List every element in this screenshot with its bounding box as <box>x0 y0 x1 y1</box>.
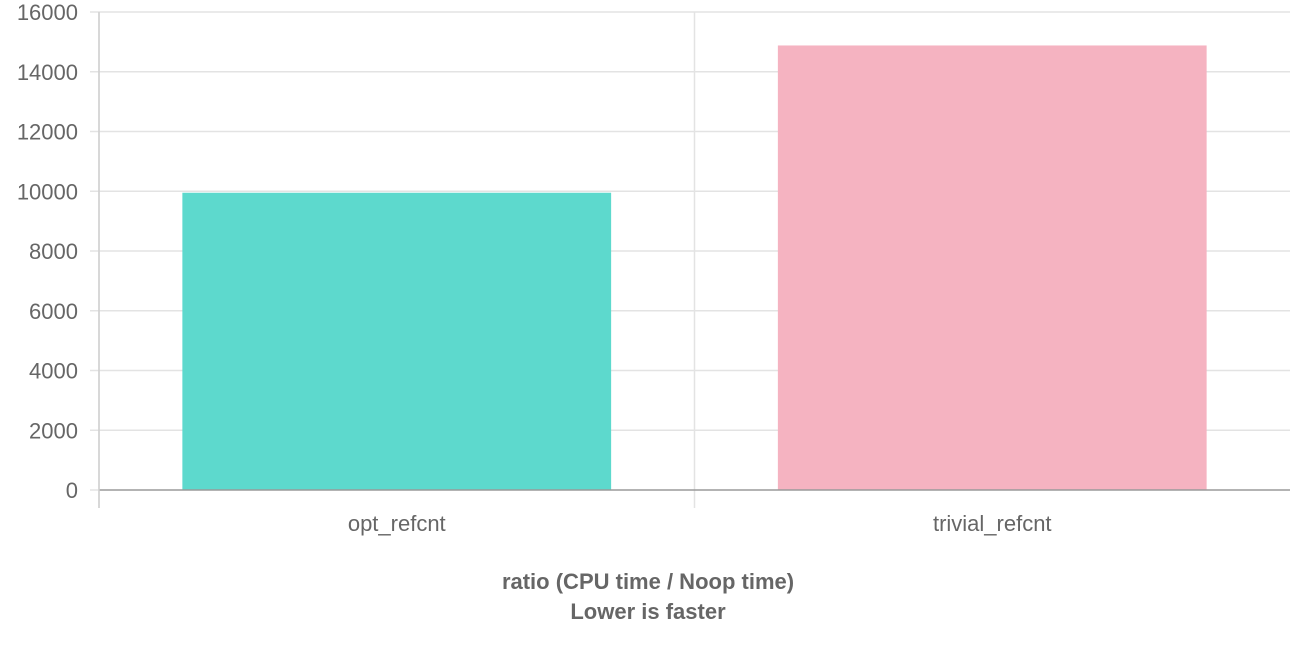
y-tick-label: 16000 <box>17 0 78 25</box>
bar-layer <box>182 45 1207 491</box>
x-tick-label: trivial_refcnt <box>933 511 1052 536</box>
y-tick-label: 2000 <box>29 418 78 443</box>
bar <box>777 45 1207 491</box>
axis-layer <box>98 12 1290 508</box>
y-tick-label: 6000 <box>29 299 78 324</box>
x-tick-label: opt_refcnt <box>348 511 446 536</box>
y-tick-label: 14000 <box>17 60 78 85</box>
chart-footer-subtitle: Lower is faster <box>570 599 726 624</box>
y-tick-label: 8000 <box>29 239 78 264</box>
y-tick-label: 0 <box>66 478 78 503</box>
y-tick-label: 4000 <box>29 359 78 384</box>
chart-footer-title: ratio (CPU time / Noop time) <box>501 569 795 594</box>
y-tick-label: 12000 <box>17 120 78 145</box>
label-layer: 0 2000 4000 6000 8000 10000 12000 14000 16000 opt… <box>17 0 1052 536</box>
y-tick-label: 10000 <box>17 179 78 204</box>
bar <box>182 192 612 490</box>
